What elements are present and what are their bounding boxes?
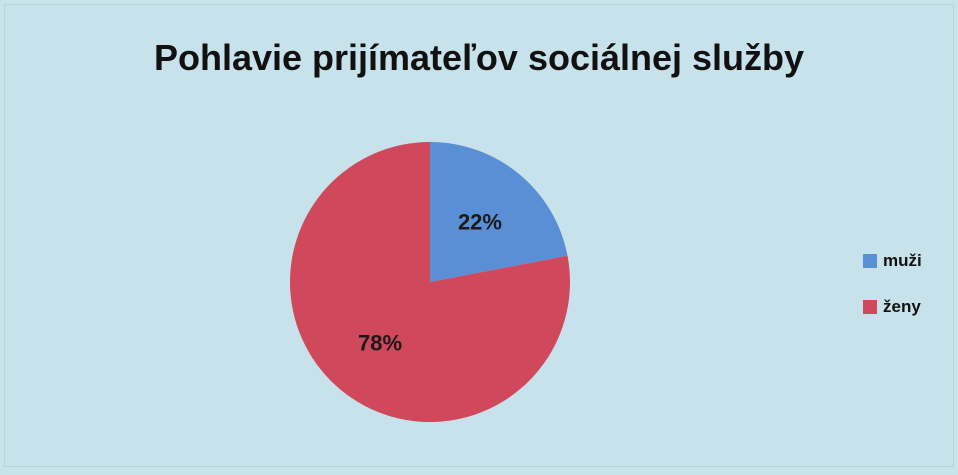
legend-item-muzi: muži	[863, 249, 922, 273]
legend: muži ženy	[863, 249, 922, 341]
pie-slice-zeny	[289, 142, 570, 422]
legend-swatch-zeny	[863, 300, 877, 314]
legend-swatch-muzi	[863, 254, 877, 268]
legend-label-zeny: ženy	[883, 297, 921, 316]
slice-label-muzi: 22%	[458, 210, 502, 235]
chart-title: Pohlavie prijímateľov sociálnej služby	[153, 37, 805, 78]
slice-label-zeny: 78%	[358, 330, 402, 355]
pie-slice-muzi	[430, 142, 568, 282]
chart-frame: Pohlavie prijímateľov sociálnej služby 2…	[4, 4, 954, 467]
pie-chart: 22% 78%	[289, 142, 570, 422]
legend-label-muzi: muži	[883, 251, 922, 270]
legend-item-zeny: ženy	[863, 295, 922, 319]
